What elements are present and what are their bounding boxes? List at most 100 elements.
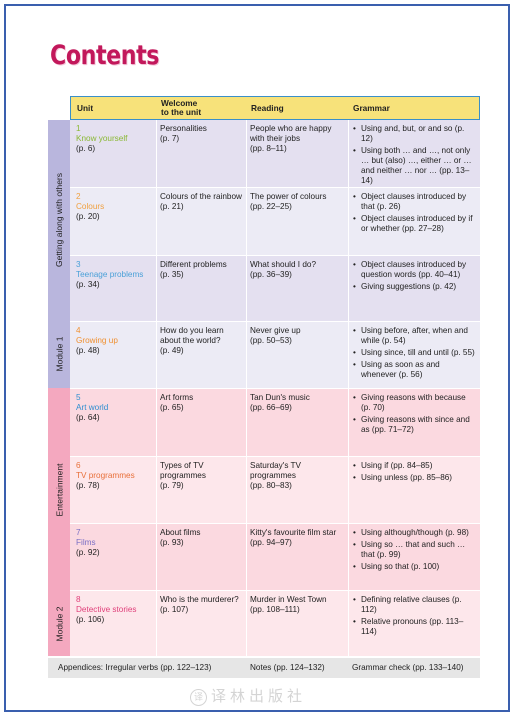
unit-cell: 1 Know yourself (p. 6) bbox=[76, 124, 156, 154]
page-title: Contents bbox=[50, 40, 160, 71]
reading-cell: Kitty's favourite film star (pp. 94–97) bbox=[250, 528, 337, 547]
appendix-bar: Appendices: Irregular verbs (pp. 122–123… bbox=[48, 658, 480, 678]
grammar-item: Using both … and …, not only … but (also… bbox=[353, 146, 476, 186]
welcome-cell: Different problems (p. 35) bbox=[160, 260, 227, 279]
unit-title: Colours bbox=[76, 202, 105, 211]
unit-number: 6 bbox=[76, 461, 81, 470]
grammar-item: Using as soon as and whenever (p. 56) bbox=[353, 360, 476, 380]
unit-page: (p. 64) bbox=[76, 413, 100, 422]
unit-number: 2 bbox=[76, 192, 81, 201]
unit-title: Growing up bbox=[76, 336, 118, 345]
welcome-cell: Personalities (p. 7) bbox=[160, 124, 207, 143]
grammar-item: Using if (pp. 84–85) bbox=[353, 461, 476, 471]
grammar-item: Using so that (p. 100) bbox=[353, 562, 476, 572]
grammar-item: Using unless (pp. 85–86) bbox=[353, 473, 476, 483]
header-welcome: Welcome to the unit bbox=[161, 98, 202, 117]
grammar-item: Giving suggestions (p. 42) bbox=[353, 282, 476, 292]
welcome-cell: Art forms (p. 65) bbox=[160, 393, 194, 412]
table-row: 6 TV programmes (p. 78) Types of TV program… bbox=[70, 457, 480, 524]
reading-cell: People who are happy with their jobs (pp… bbox=[250, 124, 332, 153]
table-row: 7 Films (p. 92) About films (p. 93) Kitty's … bbox=[70, 524, 480, 591]
reading-cell: Never give up (pp. 50–53) bbox=[250, 326, 301, 345]
welcome-cell: How do you learn about the world? (p. 49… bbox=[160, 326, 224, 355]
sidebar-module2-bottom: Module 2 bbox=[48, 592, 70, 656]
unit-number: 4 bbox=[76, 326, 81, 335]
publisher-logo-icon: 译 bbox=[190, 688, 207, 706]
unit-title: Know yourself bbox=[76, 134, 128, 143]
reading-cell: What should I do? (pp. 36–39) bbox=[250, 260, 316, 279]
column-divider bbox=[348, 120, 349, 657]
table-row: 3 Teenage problems (p. 34) Different proble… bbox=[70, 256, 480, 322]
publisher-name: 译林出版社 bbox=[211, 688, 307, 705]
grammar-item: Object clauses introduced by if or wheth… bbox=[353, 214, 476, 234]
sidebar-module2-top: Entertainment bbox=[48, 388, 70, 592]
publisher-watermark: 译译林出版社 bbox=[190, 685, 306, 706]
unit-title: Detective stories bbox=[76, 605, 137, 614]
unit-cell: 4 Growing up (p. 48) bbox=[76, 326, 156, 356]
grammar-cell: Using before, after, when and while (p. … bbox=[352, 326, 476, 382]
grammar-item: Using and, but, or and so (p. 12) bbox=[353, 124, 476, 144]
unit-number: 8 bbox=[76, 595, 81, 604]
reading-cell: Tan Dun's music (pp. 66–69) bbox=[250, 393, 310, 412]
unit-page: (p. 6) bbox=[76, 144, 96, 153]
reading-cell: Saturday's TV programmes (pp. 80–83) bbox=[250, 461, 302, 490]
header-unit: Unit bbox=[77, 102, 94, 113]
table-row: 8 Detective stories (p. 106) Who is the mur… bbox=[70, 591, 480, 657]
grammar-item: Object clauses introduced by that (p. 26… bbox=[353, 192, 476, 212]
grammar-cell: Giving reasons with because (p. 70)Givin… bbox=[352, 393, 476, 437]
column-divider bbox=[156, 120, 157, 657]
grammar-item: Using before, after, when and while (p. … bbox=[353, 326, 476, 346]
unit-page: (p. 20) bbox=[76, 212, 100, 221]
welcome-cell: Who is the murderer? (p. 107) bbox=[160, 595, 239, 614]
grammar-item: Using so … that and such … that (p. 99) bbox=[353, 540, 476, 560]
unit-page: (p. 106) bbox=[76, 615, 105, 624]
reading-cell: Murder in West Town (pp. 108–111) bbox=[250, 595, 327, 614]
table-row: 4 Growing up (p. 48) How do you learn about… bbox=[70, 322, 480, 389]
unit-number: 3 bbox=[76, 260, 81, 269]
unit-title: Films bbox=[76, 538, 96, 547]
grammar-cell: Using and, but, or and so (p. 12)Using b… bbox=[352, 124, 476, 188]
unit-page: (p. 48) bbox=[76, 346, 100, 355]
unit-page: (p. 78) bbox=[76, 481, 100, 490]
column-divider bbox=[246, 120, 247, 657]
grammar-item: Using since, till and until (p. 55) bbox=[353, 348, 476, 358]
unit-page: (p. 92) bbox=[76, 548, 100, 557]
grammar-item: Giving reasons with since and as (pp. 71… bbox=[353, 415, 476, 435]
appendix-notes: Notes (pp. 124–132) bbox=[250, 663, 325, 672]
unit-title: Art world bbox=[76, 403, 109, 412]
sidebar-module-label: Module 2 bbox=[54, 606, 64, 642]
grammar-cell: Object clauses introduced by that (p. 26… bbox=[352, 192, 476, 236]
welcome-cell: About films (p. 93) bbox=[160, 528, 201, 547]
unit-cell: 7 Films (p. 92) bbox=[76, 528, 156, 558]
unit-page: (p. 34) bbox=[76, 280, 100, 289]
sidebar-group-label: Entertainment bbox=[54, 463, 65, 517]
grammar-cell: Using although/though (p. 98) Using so … … bbox=[352, 528, 476, 574]
unit-title: TV programmes bbox=[76, 471, 135, 480]
unit-number: 5 bbox=[76, 393, 81, 402]
grammar-cell: Defining relative clauses (p. 112)Relati… bbox=[352, 595, 476, 639]
unit-number: 1 bbox=[76, 124, 81, 133]
table-header: Unit Welcome to the unit Reading Grammar bbox=[70, 96, 480, 120]
grammar-cell: Using if (pp. 84–85) Using unless (pp. 85… bbox=[352, 461, 476, 485]
unit-cell: 2 Colours (p. 20) bbox=[76, 192, 156, 222]
sidebar-module1-top: Getting along with others bbox=[48, 120, 70, 320]
header-grammar: Grammar bbox=[353, 102, 390, 113]
unit-cell: 5 Art world (p. 64) bbox=[76, 393, 156, 423]
grammar-item: Object clauses introduced by question wo… bbox=[353, 260, 476, 280]
table-row: 5 Art world (p. 64) Art forms (p. 65) Tan Du… bbox=[70, 389, 480, 457]
appendix-irregular-verbs: Appendices: Irregular verbs (pp. 122–123… bbox=[58, 663, 212, 672]
page-frame bbox=[4, 4, 510, 712]
grammar-item: Defining relative clauses (p. 112) bbox=[353, 595, 476, 615]
welcome-cell: Colours of the rainbow (p. 21) bbox=[160, 192, 242, 211]
unit-title: Teenage problems bbox=[76, 270, 144, 279]
table-row: 1 Know yourself (p. 6) Personalities (p. 7)… bbox=[70, 120, 480, 188]
appendix-grammar-check: Grammar check (pp. 133–140) bbox=[352, 663, 464, 672]
unit-cell: 8 Detective stories (p. 106) bbox=[76, 595, 156, 625]
sidebar-module1-bottom: Module 1 bbox=[48, 320, 70, 388]
sidebar-module-label: Module 1 bbox=[54, 336, 64, 372]
header-reading: Reading bbox=[251, 102, 284, 113]
unit-cell: 6 TV programmes (p. 78) bbox=[76, 461, 156, 491]
grammar-item: Giving reasons with because (p. 70) bbox=[353, 393, 476, 413]
unit-cell: 3 Teenage problems (p. 34) bbox=[76, 260, 156, 290]
reading-cell: The power of colours (pp. 22–25) bbox=[250, 192, 327, 211]
